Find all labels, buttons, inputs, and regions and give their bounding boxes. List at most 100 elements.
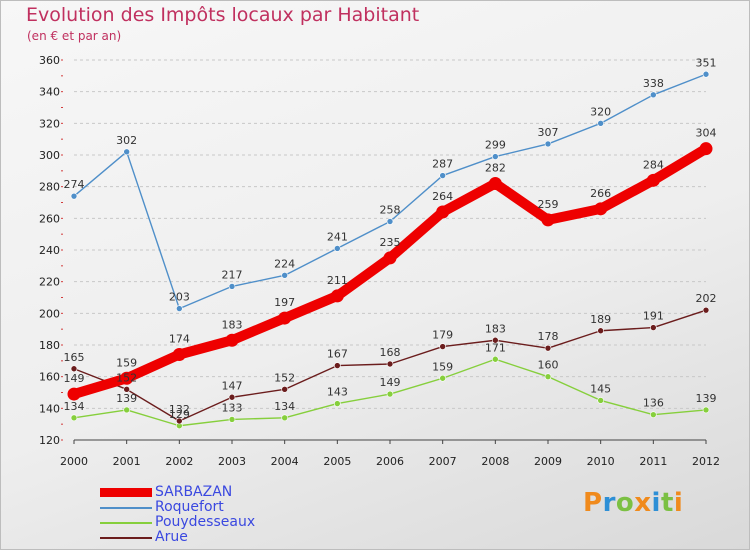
data-label: 274 xyxy=(64,178,85,191)
data-label: 302 xyxy=(116,134,137,147)
data-point xyxy=(650,324,657,331)
data-labels: 274 302 203 217 224 241 258 287 299 307 320 338 351 1… xyxy=(64,56,717,421)
data-point xyxy=(650,91,657,99)
y-tick-label: 200 xyxy=(39,307,60,320)
legend-label-pouydesseaux: Pouydesseaux xyxy=(155,514,256,530)
data-point xyxy=(334,400,341,407)
data-label: 259 xyxy=(538,198,559,211)
x-tick-label: 2000 xyxy=(60,455,88,468)
data-point xyxy=(650,411,657,418)
data-point xyxy=(281,272,288,279)
data-label: 351 xyxy=(696,56,717,69)
data-point xyxy=(597,327,604,335)
data-point xyxy=(702,406,710,414)
data-point xyxy=(176,417,183,425)
data-label: 160 xyxy=(538,359,559,372)
data-label: 203 xyxy=(169,291,190,304)
data-point xyxy=(646,173,660,187)
data-label: 133 xyxy=(222,401,243,414)
legend-swatch-arue xyxy=(100,537,152,539)
data-point xyxy=(488,177,502,190)
data-point xyxy=(225,333,239,347)
y-tick-label: 180 xyxy=(39,339,60,352)
data-label: 241 xyxy=(327,230,348,243)
logo-letter: t xyxy=(660,488,674,518)
data-label: 307 xyxy=(538,126,559,139)
data-label: 136 xyxy=(643,397,664,410)
data-point xyxy=(439,374,446,382)
y-tick-label: 260 xyxy=(39,212,60,225)
y-tick-label: 140 xyxy=(39,402,60,415)
x-tick-label: 2009 xyxy=(534,455,562,468)
y-tick-label: 240 xyxy=(39,244,60,257)
data-label: 202 xyxy=(696,292,717,305)
data-label: 299 xyxy=(485,139,506,152)
data-label: 174 xyxy=(169,333,190,346)
data-point xyxy=(228,393,236,401)
x-tick-label: 2008 xyxy=(481,455,509,468)
data-label: 287 xyxy=(432,158,453,171)
data-point xyxy=(281,414,288,422)
logo-letter: i xyxy=(673,488,684,518)
data-point xyxy=(334,362,341,369)
data-point xyxy=(172,348,186,361)
data-point xyxy=(386,390,394,398)
data-label: 159 xyxy=(116,356,137,369)
data-label: 264 xyxy=(432,190,453,203)
data-label: 217 xyxy=(222,268,243,281)
data-label: 134 xyxy=(274,400,295,413)
data-label: 224 xyxy=(274,257,295,270)
data-label: 171 xyxy=(485,341,506,354)
data-label: 149 xyxy=(64,372,85,385)
data-point xyxy=(334,245,341,252)
data-point xyxy=(597,397,604,404)
data-point xyxy=(597,120,604,127)
data-point xyxy=(383,251,397,265)
data-point xyxy=(544,344,552,352)
data-label: 132 xyxy=(169,403,190,416)
data-label: 304 xyxy=(696,127,717,140)
data-label: 282 xyxy=(485,162,506,175)
data-label: 179 xyxy=(432,329,453,342)
data-label: 178 xyxy=(538,330,559,343)
data-point xyxy=(702,70,710,78)
logo-letter: P xyxy=(583,488,603,518)
data-point xyxy=(541,213,555,227)
legend-label-roquefort: Roquefort xyxy=(155,499,224,515)
y-tick-label: 160 xyxy=(39,371,60,384)
x-tick-label: 2005 xyxy=(323,455,351,468)
data-label: 139 xyxy=(116,392,137,405)
x-tick-label: 2002 xyxy=(165,455,193,468)
legend-swatch-roquefort xyxy=(100,507,152,509)
data-point xyxy=(67,387,81,401)
data-point xyxy=(492,153,499,160)
y-tick-label: 300 xyxy=(39,149,60,162)
data-point xyxy=(386,218,394,225)
data-point xyxy=(123,386,130,393)
data-point xyxy=(70,192,78,200)
data-label: 338 xyxy=(643,77,664,90)
chart-title: Evolution des Impôts locaux par Habitant xyxy=(26,4,420,26)
x-tick-label: 2001 xyxy=(113,455,141,468)
data-label: 149 xyxy=(380,376,401,389)
data-label: 129 xyxy=(169,408,190,421)
data-point xyxy=(120,371,134,385)
legend-swatch-pouydesseaux xyxy=(100,522,152,524)
y-tick-label: 360 xyxy=(39,54,60,67)
data-point xyxy=(594,202,608,216)
data-point xyxy=(436,205,450,219)
legend-swatch-sarbazan xyxy=(100,488,152,497)
data-label: 284 xyxy=(643,158,664,171)
data-point xyxy=(278,311,292,325)
data-point xyxy=(544,373,552,380)
data-label: 183 xyxy=(222,318,243,331)
y-tick-label: 340 xyxy=(39,86,60,99)
data-point xyxy=(176,305,183,312)
data-label: 211 xyxy=(327,274,348,287)
axes: 120 140 160 180 200 220 240 260 280 300 320 340 360 2… xyxy=(39,54,720,468)
data-point xyxy=(492,336,499,344)
data-point xyxy=(70,414,78,422)
x-tick-label: 2012 xyxy=(692,455,720,468)
data-label: 147 xyxy=(222,379,243,392)
logo-letter: i xyxy=(651,488,661,518)
